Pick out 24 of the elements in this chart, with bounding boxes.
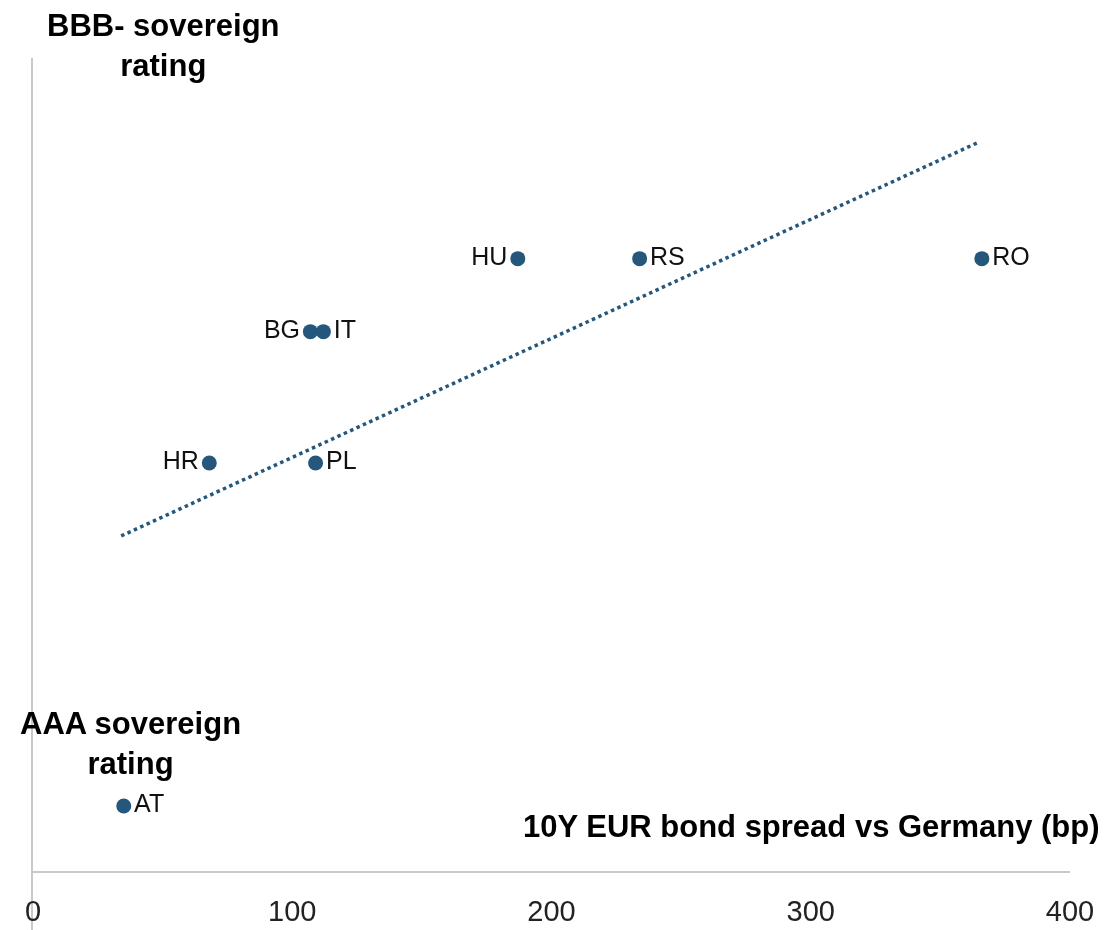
point: [974, 251, 990, 267]
x-tick-label: 0: [24, 895, 42, 928]
point: [632, 251, 648, 267]
x-axis-title: 10Y EUR bond spread vs Germany (bp): [523, 809, 1100, 844]
series-label: RO: [992, 241, 1030, 270]
point: [116, 798, 132, 814]
series-label: HR: [162, 446, 199, 475]
x-tick-label: 100: [268, 895, 317, 928]
series-label: AT: [134, 789, 165, 818]
series-label: RS: [650, 241, 685, 270]
point: [510, 251, 526, 267]
x-tick-label: 400: [1045, 895, 1095, 928]
point: [315, 324, 331, 340]
series-label: PL: [325, 446, 357, 475]
series-label: HU: [471, 241, 508, 270]
series-label: IT: [333, 314, 356, 343]
point: [302, 324, 318, 340]
series-label: BG: [263, 314, 301, 343]
annotation: AAA sovereign rating: [20, 706, 242, 782]
point: [308, 455, 324, 471]
text: BBB- sovereign rating: [47, 8, 280, 84]
x-tick-label: 300: [786, 895, 835, 928]
x-tick-label: 200: [527, 895, 576, 928]
point: [201, 455, 217, 471]
